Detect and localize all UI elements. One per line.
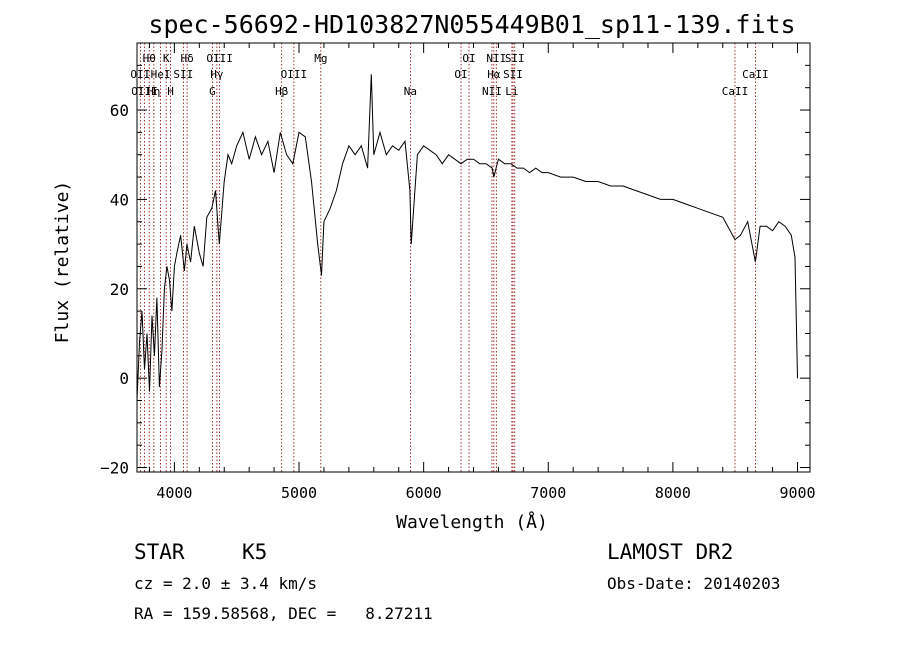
chart-title: spec-56692-HD103827N055449B01_sp11-139.f… bbox=[148, 10, 795, 39]
y-axis: −20 0 20 40 60 bbox=[100, 64, 810, 478]
line-marker-label: H bbox=[167, 85, 174, 98]
line-marker-label: OIII bbox=[131, 85, 158, 98]
observation-date: Obs-Date: 20140203 bbox=[607, 574, 781, 593]
object-class: STAR bbox=[134, 540, 185, 564]
line-marker-label: OI bbox=[462, 52, 475, 65]
survey-name: LAMOST DR2 bbox=[607, 540, 734, 564]
line-marker-label: Hη bbox=[147, 85, 160, 98]
x-tick-label: 8000 bbox=[655, 484, 691, 502]
x-tick-label: 7000 bbox=[530, 484, 566, 502]
line-marker-label: Mg bbox=[314, 52, 327, 65]
line-marker-label: Hα bbox=[487, 68, 501, 81]
x-tick-label: 4000 bbox=[156, 484, 192, 502]
line-marker-label: SII bbox=[503, 68, 523, 81]
coordinates-text: RA = 159.58568, DEC = 8.27211 bbox=[134, 604, 433, 623]
x-axis: 4000 5000 6000 7000 8000 9000 bbox=[148, 43, 816, 502]
line-marker-label: HeI bbox=[151, 68, 171, 81]
line-marker-label: NII bbox=[486, 52, 506, 65]
y-tick-label: 40 bbox=[110, 190, 129, 209]
line-marker-label: OI bbox=[454, 68, 467, 81]
line-marker-label: Hδ bbox=[180, 52, 193, 65]
line-marker-label: SII bbox=[505, 52, 525, 65]
emission-line-markers: HθOIIOIIIHηHeIKHSIIHδGHγOIIIHβOIIIMgNaOI… bbox=[130, 43, 769, 472]
line-marker-label: Hθ bbox=[143, 52, 156, 65]
y-tick-label: 20 bbox=[110, 280, 129, 299]
x-axis-label: Wavelength (Å) bbox=[396, 511, 548, 533]
line-marker-label: CaII bbox=[742, 68, 769, 81]
line-marker-label: OIII bbox=[206, 52, 233, 65]
object-subclass: K5 bbox=[242, 540, 268, 564]
plot-frame bbox=[136, 42, 811, 473]
y-axis-label: Flux (relative) bbox=[52, 181, 73, 344]
line-marker-label: OII bbox=[130, 68, 150, 81]
y-tick-label: 60 bbox=[110, 101, 129, 120]
redshift-text: cz = 2.0 ± 3.4 km/s bbox=[134, 574, 318, 593]
spectrum-line bbox=[136, 74, 798, 401]
line-marker-label: Hγ bbox=[210, 68, 224, 81]
x-tick-label: 5000 bbox=[281, 484, 317, 502]
y-tick-label: 0 bbox=[119, 369, 129, 388]
line-marker-label: Li bbox=[505, 85, 518, 98]
x-tick-label: 9000 bbox=[779, 484, 815, 502]
line-marker-label: Na bbox=[404, 85, 417, 98]
line-marker-label: Hβ bbox=[275, 85, 289, 98]
line-marker-label: CaII bbox=[722, 85, 749, 98]
x-tick-label: 6000 bbox=[406, 484, 442, 502]
line-marker-label: OIII bbox=[281, 68, 308, 81]
line-marker-label: SII bbox=[173, 68, 193, 81]
y-tick-label: −20 bbox=[100, 459, 129, 478]
line-marker-label: G bbox=[209, 85, 216, 98]
line-marker-label: K bbox=[163, 52, 170, 65]
line-marker-label: NII bbox=[482, 85, 502, 98]
